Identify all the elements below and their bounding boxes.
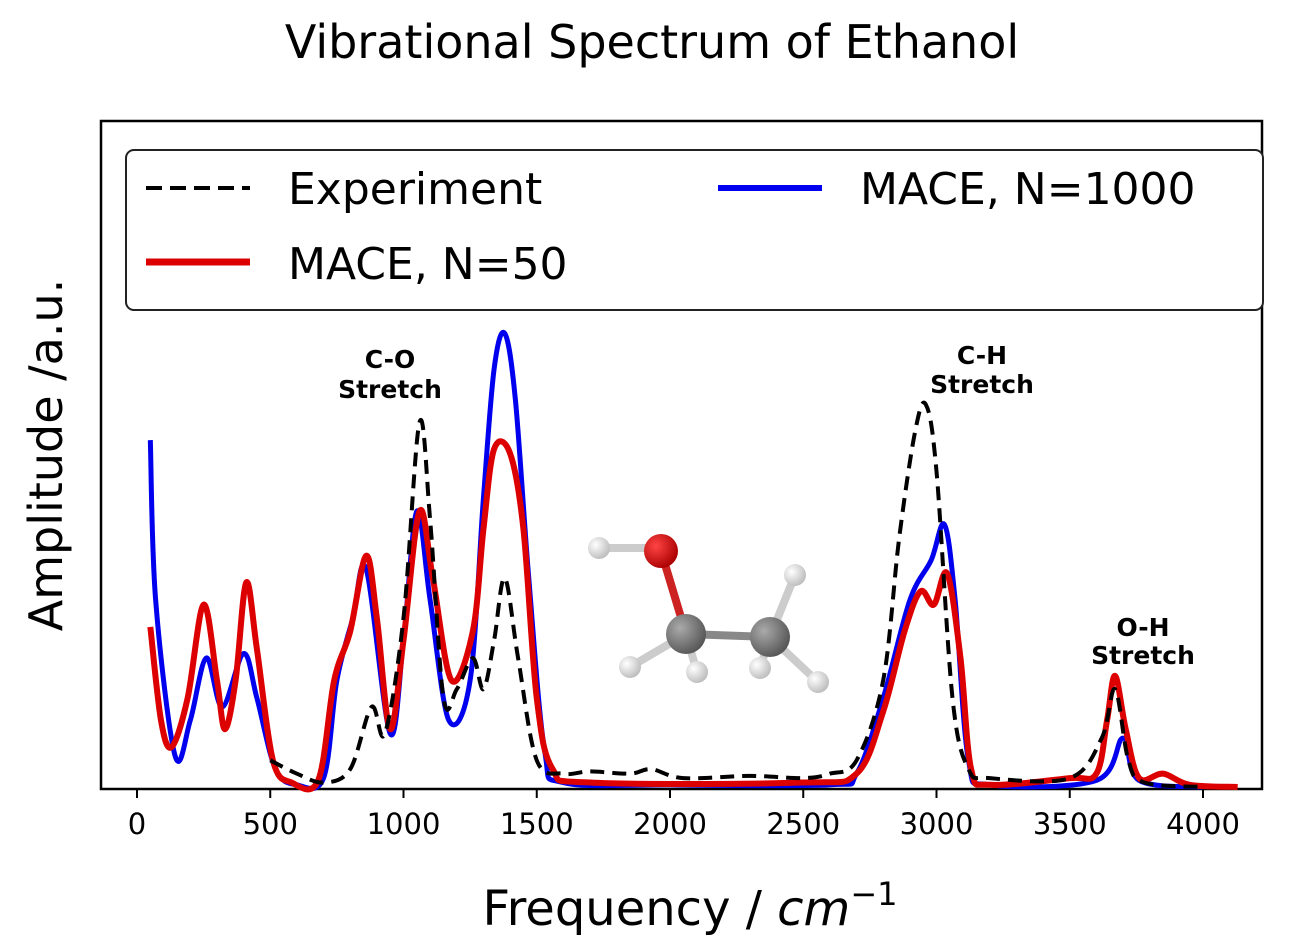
x-tick-label: 1000 xyxy=(367,807,441,841)
x-tick-label: 3000 xyxy=(900,807,974,841)
x-axis-label: Frequency / cm−1 xyxy=(483,875,898,937)
y-axis-label: Amplitude /a.u. xyxy=(19,279,73,631)
svg-text:C-O: C-O xyxy=(365,345,416,374)
series-lines xyxy=(147,329,1238,793)
series-line-experiment xyxy=(269,400,1204,789)
series-line-mace-n-50 xyxy=(147,438,1238,793)
annotation-c-o-stretch: C-O Stretch xyxy=(338,345,442,404)
x-axis-ticks: 0 500 1000 1500 2000 2500 3000 3500 4000 xyxy=(128,789,1240,841)
svg-text:O-H: O-H xyxy=(1116,613,1169,642)
svg-text:Stretch: Stretch xyxy=(930,370,1034,399)
svg-text:Stretch: Stretch xyxy=(338,375,442,404)
x-tick-label: 1500 xyxy=(500,807,574,841)
legend-label-experiment: Experiment xyxy=(288,164,542,215)
chart-title: Vibrational Spectrum of Ethanol xyxy=(285,15,1019,69)
svg-text:Stretch: Stretch xyxy=(1091,641,1195,670)
legend-label-mace-n1000: MACE, N=1000 xyxy=(860,164,1196,215)
x-tick-label: 2000 xyxy=(633,807,707,841)
legend: Experiment MACE, N=50 MACE, N=1000 xyxy=(125,149,1264,311)
x-axis-label-text: Frequency / xyxy=(483,881,778,937)
x-tick-label: 4000 xyxy=(1166,807,1240,841)
x-tick-label: 0 xyxy=(128,807,146,841)
ethanol-molecule-image xyxy=(588,534,829,693)
x-axis-label-unit: cm xyxy=(777,881,850,937)
legend-label-mace-n50: MACE, N=50 xyxy=(288,239,568,290)
annotation-o-h-stretch: O-H Stretch xyxy=(1091,613,1195,670)
x-tick-label: 500 xyxy=(243,807,298,841)
x-tick-label: 2500 xyxy=(766,807,840,841)
svg-text:C-H: C-H xyxy=(957,341,1007,370)
x-tick-label: 3500 xyxy=(1033,807,1107,841)
annotation-c-h-stretch: C-H Stretch xyxy=(930,341,1034,399)
x-axis-label-exponent: −1 xyxy=(850,875,897,913)
